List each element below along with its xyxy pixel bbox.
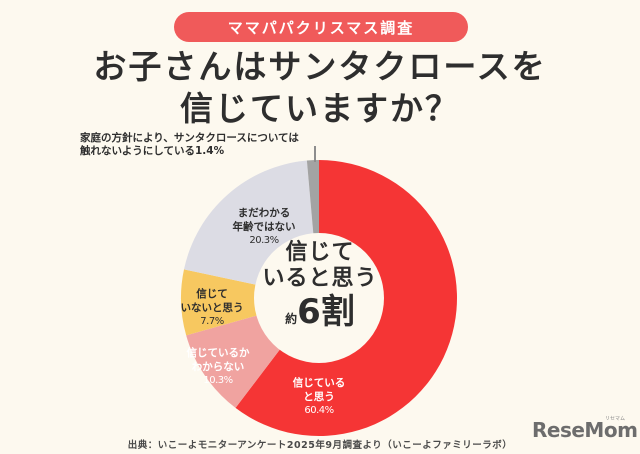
label-unknown: 信じているか わからない 10.3% [186,347,250,386]
label-believe: 信じている と思う 60.4% [292,377,346,416]
label-not-believe: 信じて いないと思う 7.7% [180,288,244,327]
page-title-line1: お子さんはサンタクロースを [93,47,547,86]
page-title-line2: 信じていますか？ [180,89,460,128]
note-line1: 家庭の方針により、サンタクロースについては [80,132,299,144]
survey-badge: ママパパクリスマス調査 [174,12,468,42]
resemom-logo: ReseMom [532,418,638,442]
donut-hole [254,233,384,363]
policy-note-label: 家庭の方針により、サンタクロースについては 触れないようにしている1.4% [80,132,299,158]
slice-not-believe [181,269,319,336]
label-too-young: まだわかる 年齢ではない 20.3% [232,207,296,246]
source-citation: 出典：いこーよモニターアンケート2025年9月調査より（いこーよファミリーラボ） [127,440,513,451]
note-line2: 触れないようにしている1.4% [80,145,225,157]
logo-kana: リセマム [605,416,626,422]
center-annotation: 信じて いると思う 約6割 [262,240,378,332]
note-leader-line [314,146,316,162]
